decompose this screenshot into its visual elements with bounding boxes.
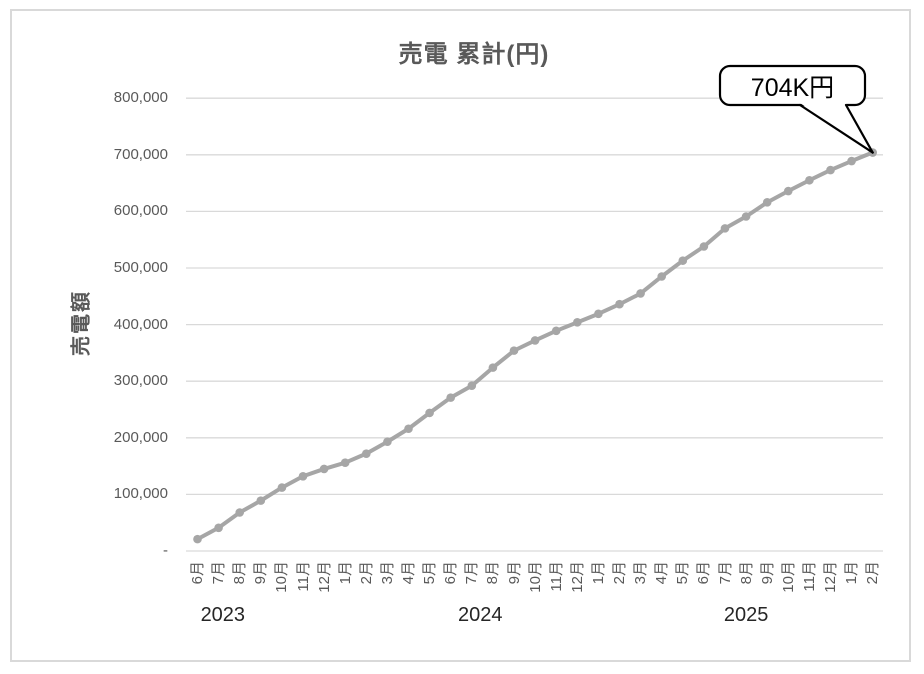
data-point-marker [193, 534, 202, 544]
chart-title: 売電 累計(円) [398, 41, 550, 68]
data-point-marker [446, 393, 456, 402]
y-axis-tick-label: - [163, 542, 168, 559]
y-axis-tick-label: 800,000 [113, 89, 168, 107]
callout-bubble [718, 64, 867, 107]
x-axis-year-label: 2024 [457, 604, 503, 626]
x-axis-month-label: 6月 [189, 561, 206, 585]
data-point-marker [235, 508, 244, 517]
x-axis-month-label: 10月 [273, 561, 291, 593]
y-axis-tick-label: 600,000 [113, 202, 168, 220]
x-axis-month-label: 12月 [822, 561, 839, 593]
x-axis-month-label: 8月 [737, 561, 755, 585]
y-axis-tick-label: 300,000 [113, 372, 168, 390]
data-point-marker [298, 471, 308, 481]
y-axis-tick-label: 100,000 [113, 485, 168, 503]
data-point-marker [594, 309, 603, 319]
x-axis-month-label: 8月 [231, 561, 249, 585]
data-point-marker [784, 186, 793, 196]
x-axis-month-label: 12月 [315, 561, 333, 593]
y-axis-tick-label: 400,000 [113, 315, 168, 333]
data-point-marker [404, 424, 413, 434]
x-axis-month-label: 6月 [442, 561, 460, 585]
data-point-marker [467, 381, 477, 391]
x-axis-month-label: 4月 [653, 561, 671, 585]
x-axis-month-label: 12月 [568, 561, 586, 593]
data-point-marker [573, 318, 582, 327]
x-axis-month-label: 10月 [779, 561, 797, 593]
callout-pointer-edge [844, 103, 874, 154]
callout-pointer-edge [798, 103, 874, 154]
data-point-marker [319, 464, 329, 474]
x-axis-month-label: 7月 [210, 561, 228, 585]
x-axis-month-label: 1月 [336, 561, 354, 585]
x-axis-month-label: 7月 [716, 561, 734, 585]
x-axis-month-label: 9月 [758, 561, 776, 585]
chart-frame [10, 9, 911, 662]
data-point-marker [362, 449, 371, 458]
x-axis-month-label: 5月 [421, 561, 439, 585]
x-axis-month-label: 2月 [611, 561, 628, 585]
data-point-marker [551, 326, 561, 336]
data-point-marker [636, 289, 645, 298]
data-point-marker [699, 242, 709, 251]
callout-text: 704K円 [750, 73, 835, 102]
x-axis-year-label: 2025 [723, 604, 769, 626]
x-axis-month-label: 3月 [378, 561, 396, 585]
data-point-marker [762, 198, 772, 207]
data-point-marker [847, 156, 856, 166]
x-axis-month-label: 11月 [547, 561, 565, 592]
x-axis-month-label: 9月 [505, 561, 523, 585]
x-axis-month-label: 3月 [632, 561, 650, 585]
x-axis-month-label: 4月 [400, 561, 417, 585]
data-point-marker [214, 523, 223, 533]
data-point-marker [741, 212, 751, 221]
data-point-marker [488, 363, 498, 372]
x-axis-month-label: 2月 [864, 561, 882, 585]
data-point-marker [826, 165, 835, 175]
x-axis-month-label: 11月 [294, 561, 312, 592]
data-point-marker [277, 483, 287, 492]
x-axis-month-label: 9月 [252, 561, 270, 585]
y-axis-tick-label: 200,000 [113, 428, 168, 446]
data-point-marker [383, 437, 392, 447]
data-point-marker [256, 496, 266, 505]
data-point-marker [805, 175, 814, 185]
x-axis-month-label: 8月 [484, 561, 502, 585]
data-point-marker [615, 299, 624, 309]
x-axis-month-label: 5月 [674, 561, 692, 585]
x-axis-month-label: 11月 [800, 561, 818, 592]
data-point-marker [720, 224, 730, 233]
x-axis-month-label: 7月 [463, 561, 481, 585]
series-line [195, 150, 875, 542]
data-point-marker [678, 256, 688, 265]
data-point-marker [425, 408, 434, 418]
y-axis-tick-label: 500,000 [113, 259, 168, 276]
y-axis-tick-label: 700,000 [113, 145, 168, 163]
data-point-marker [340, 458, 350, 468]
x-axis-month-label: 1月 [589, 561, 607, 585]
data-point-marker [509, 346, 519, 355]
data-point-marker [657, 272, 666, 281]
x-axis-month-label: 2月 [357, 561, 375, 585]
x-axis-month-label: 10月 [526, 561, 544, 593]
x-axis-month-label: 1月 [843, 561, 861, 585]
data-point-marker [530, 336, 540, 345]
x-axis-year-label: 2023 [200, 604, 246, 626]
x-axis-month-label: 6月 [695, 561, 713, 585]
